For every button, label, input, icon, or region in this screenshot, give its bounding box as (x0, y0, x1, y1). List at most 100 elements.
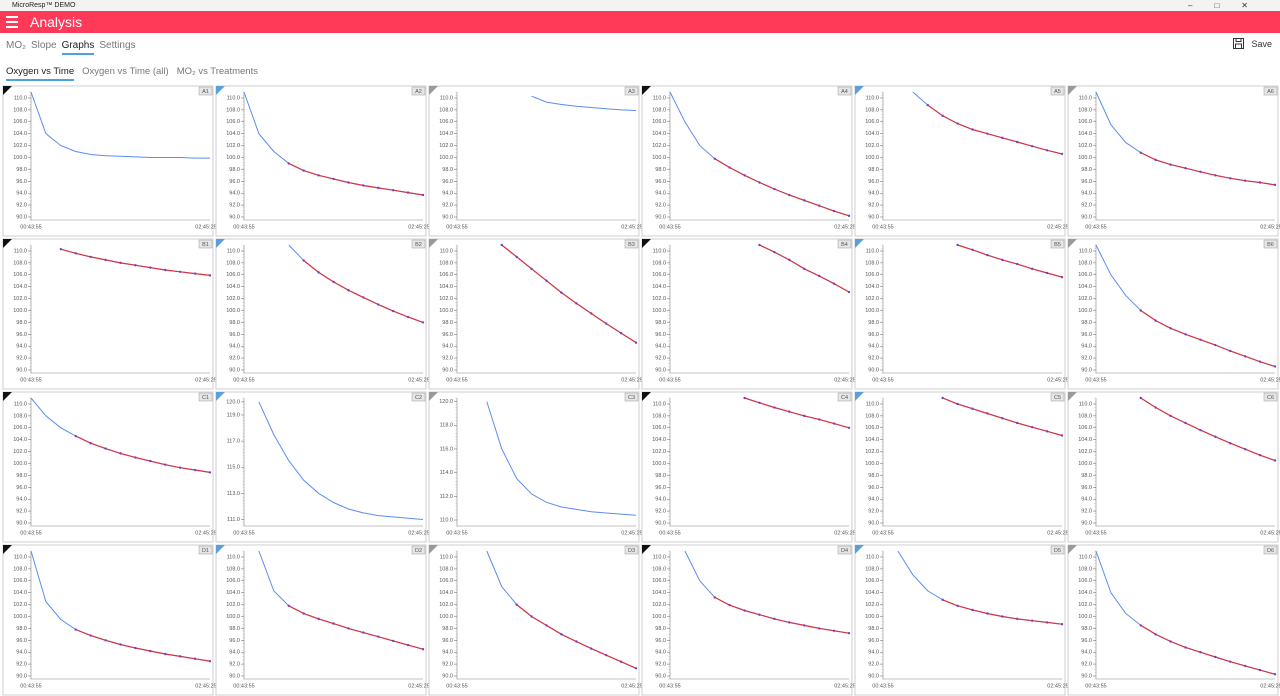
fit-point (956, 122, 959, 125)
y-tick-label: 110.0 (14, 401, 27, 407)
y-tick-label: 92.0 (442, 203, 453, 209)
chart-frame (1067, 544, 1279, 696)
subtab[interactable]: MO₂ vs Treatments (176, 66, 258, 77)
fit-point (1060, 434, 1064, 437)
fit-point (773, 406, 776, 409)
y-tick-label: 108.0 (1078, 107, 1092, 113)
y-tick-label: 94.0 (442, 344, 453, 350)
x-tick-label: 00:43:55 (20, 530, 41, 536)
label-box (1263, 239, 1278, 249)
y-tick-label: 96.0 (229, 332, 240, 338)
y-tick-label: 110.0 (1079, 248, 1092, 254)
y-tick-label: 90.0 (229, 367, 240, 373)
y-tick-label: 106.0 (1078, 425, 1092, 431)
fit-point (941, 598, 944, 602)
fit-point (104, 258, 107, 262)
chart-frame (1067, 85, 1279, 237)
y-tick-label: 94.0 (655, 497, 666, 503)
chart-frame (641, 391, 853, 543)
chart-frame (854, 85, 1066, 237)
fit-point (986, 412, 989, 415)
corner-flag (216, 239, 225, 248)
y-tick-label: 102.0 (652, 602, 666, 608)
chart-label: A5 (1054, 89, 1061, 95)
fit-line (1140, 152, 1276, 186)
y-tick-label: 92.0 (1081, 509, 1092, 515)
fit-point (1199, 170, 1202, 173)
subtab[interactable]: Oxygen vs Time (6, 66, 75, 81)
y-tick-label: 104.0 (865, 437, 879, 443)
fit-point (758, 613, 761, 616)
y-tick-label: 108.0 (13, 107, 27, 113)
fit-point (832, 209, 836, 213)
y-tick-label: 104.0 (1078, 131, 1092, 137)
fit-point (575, 640, 578, 643)
y-tick-label: 108.0 (652, 413, 666, 419)
chart-label: B3 (628, 242, 635, 248)
y-tick-label: 102.0 (13, 296, 27, 302)
window-buttons[interactable]: –□✕ (1188, 1, 1270, 10)
y-tick-label: 90.0 (229, 214, 240, 220)
y-tick-label: 106.0 (652, 119, 666, 125)
y-tick-label: 94.0 (442, 650, 453, 656)
fit-point (1273, 365, 1277, 368)
fit-point (986, 253, 989, 257)
save-label: Save (1251, 38, 1272, 49)
fit-point (1030, 619, 1034, 622)
y-tick-label: 94.0 (16, 344, 27, 350)
fit-point (817, 418, 821, 421)
menu-button[interactable] (6, 16, 18, 28)
y-tick-label: 90.0 (868, 214, 879, 220)
fit-point (406, 315, 410, 319)
y-tick-label: 108.0 (13, 566, 27, 572)
save-button[interactable]: Save (1233, 38, 1272, 49)
fit-point (1060, 275, 1064, 279)
y-tick-label: 108.0 (439, 107, 453, 113)
y-tick-label: 96.0 (229, 638, 240, 644)
y-tick-label: 110.0 (866, 248, 879, 254)
y-tick-label: 106.0 (226, 272, 240, 278)
fit-point (832, 629, 836, 632)
fit-point (956, 243, 959, 247)
fit-point (347, 181, 350, 184)
y-tick-label: 102.0 (226, 143, 240, 149)
y-tick-label: 110.0 (866, 401, 879, 407)
fit-point (1184, 333, 1187, 336)
chart-label: B1 (202, 242, 209, 248)
y-tick-label: 108.0 (13, 413, 27, 419)
chart-frame (854, 391, 1066, 543)
fit-point (1139, 309, 1142, 312)
fit-point (743, 174, 746, 177)
x-tick-label: 02:45:25 (621, 377, 642, 383)
fit-point (1169, 640, 1172, 643)
chart: B5 90.0 92.0 94.0 96.0 98.0 100.0 102.0 104.0 106… (854, 238, 1069, 390)
tab[interactable]: Slope (31, 40, 57, 51)
fit-point (1001, 417, 1004, 420)
y-tick-label: 100.0 (439, 614, 453, 620)
y-tick-label: 106.0 (652, 272, 666, 278)
x-tick-label: 02:45:25 (1260, 224, 1280, 230)
fit-point (74, 434, 77, 438)
fit-point (317, 174, 320, 177)
x-tick-label: 00:43:55 (659, 530, 680, 536)
fit-line (1140, 397, 1276, 462)
subtab[interactable]: Oxygen vs Time (all) (82, 66, 169, 77)
y-tick-label: 92.0 (868, 662, 879, 668)
tab[interactable]: MO₂ (6, 40, 26, 51)
y-tick-label: 104.0 (652, 590, 666, 596)
y-tick-label: 94.0 (229, 650, 240, 656)
y-tick-label: 96.0 (868, 638, 879, 644)
tabs: MO₂ Slope Graphs Settings (6, 40, 141, 55)
y-tick-label: 98.0 (655, 626, 666, 632)
tab[interactable]: Graphs (61, 40, 95, 55)
y-tick-label: 104.0 (1078, 284, 1092, 290)
fit-point (847, 426, 851, 429)
fit-point (134, 264, 137, 267)
tab[interactable]: Settings (99, 40, 136, 51)
y-tick-label: 98.0 (1081, 626, 1092, 632)
y-tick-label: 108.0 (13, 260, 27, 266)
fit-point (302, 169, 305, 172)
y-tick-label: 110.0 (653, 554, 666, 560)
fit-point (1139, 396, 1142, 400)
fit-point (713, 157, 716, 160)
